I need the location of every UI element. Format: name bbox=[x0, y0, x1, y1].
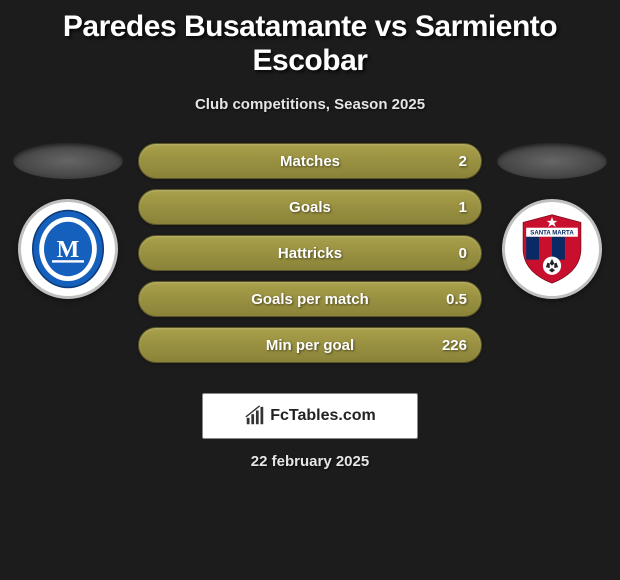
stat-label: Goals bbox=[289, 199, 331, 216]
subtitle: Club competitions, Season 2025 bbox=[8, 96, 612, 113]
comparison-card: Paredes Busatamante vs Sarmiento Escobar… bbox=[0, 0, 620, 480]
stat-bar-goals-per-match: Goals per match 0.5 bbox=[138, 281, 482, 317]
player-left-placeholder bbox=[13, 143, 123, 179]
club-logo-right: SANTA MARTA bbox=[502, 199, 602, 299]
comparison-date: 22 february 2025 bbox=[8, 453, 612, 470]
stat-label: Matches bbox=[280, 153, 340, 170]
page-title: Paredes Busatamante vs Sarmiento Escobar bbox=[8, 10, 612, 78]
stat-label: Min per goal bbox=[266, 337, 354, 354]
player-left-column: M bbox=[8, 143, 128, 299]
stat-label: Hattricks bbox=[278, 245, 342, 262]
watermark[interactable]: FcTables.com bbox=[202, 393, 418, 439]
stat-right-value: 1 bbox=[459, 199, 467, 216]
stats-column: Matches 2 Goals 1 Hattricks 0 Goals per … bbox=[128, 143, 492, 373]
chart-icon bbox=[244, 405, 266, 427]
stat-label: Goals per match bbox=[251, 291, 369, 308]
main-row: M Matches 2 Goals 1 Hattricks 0 bbox=[8, 143, 612, 373]
player-right-column: SANTA MARTA bbox=[492, 143, 612, 299]
stat-bar-min-per-goal: Min per goal 226 bbox=[138, 327, 482, 363]
stat-right-value: 0 bbox=[459, 245, 467, 262]
stat-right-value: 2 bbox=[459, 153, 467, 170]
union-magdalena-crest-icon: SANTA MARTA bbox=[514, 211, 590, 287]
club-logo-left: M bbox=[18, 199, 118, 299]
svg-text:SANTA MARTA: SANTA MARTA bbox=[530, 230, 574, 237]
watermark-text: FcTables.com bbox=[270, 407, 376, 425]
player-right-placeholder bbox=[497, 143, 607, 179]
stat-bar-hattricks: Hattricks 0 bbox=[138, 235, 482, 271]
stat-bar-matches: Matches 2 bbox=[138, 143, 482, 179]
svg-text:M: M bbox=[57, 237, 80, 263]
stat-bar-goals: Goals 1 bbox=[138, 189, 482, 225]
stat-right-value: 226 bbox=[442, 337, 467, 354]
stat-right-value: 0.5 bbox=[446, 291, 467, 308]
millonarios-crest-icon: M bbox=[28, 209, 108, 289]
